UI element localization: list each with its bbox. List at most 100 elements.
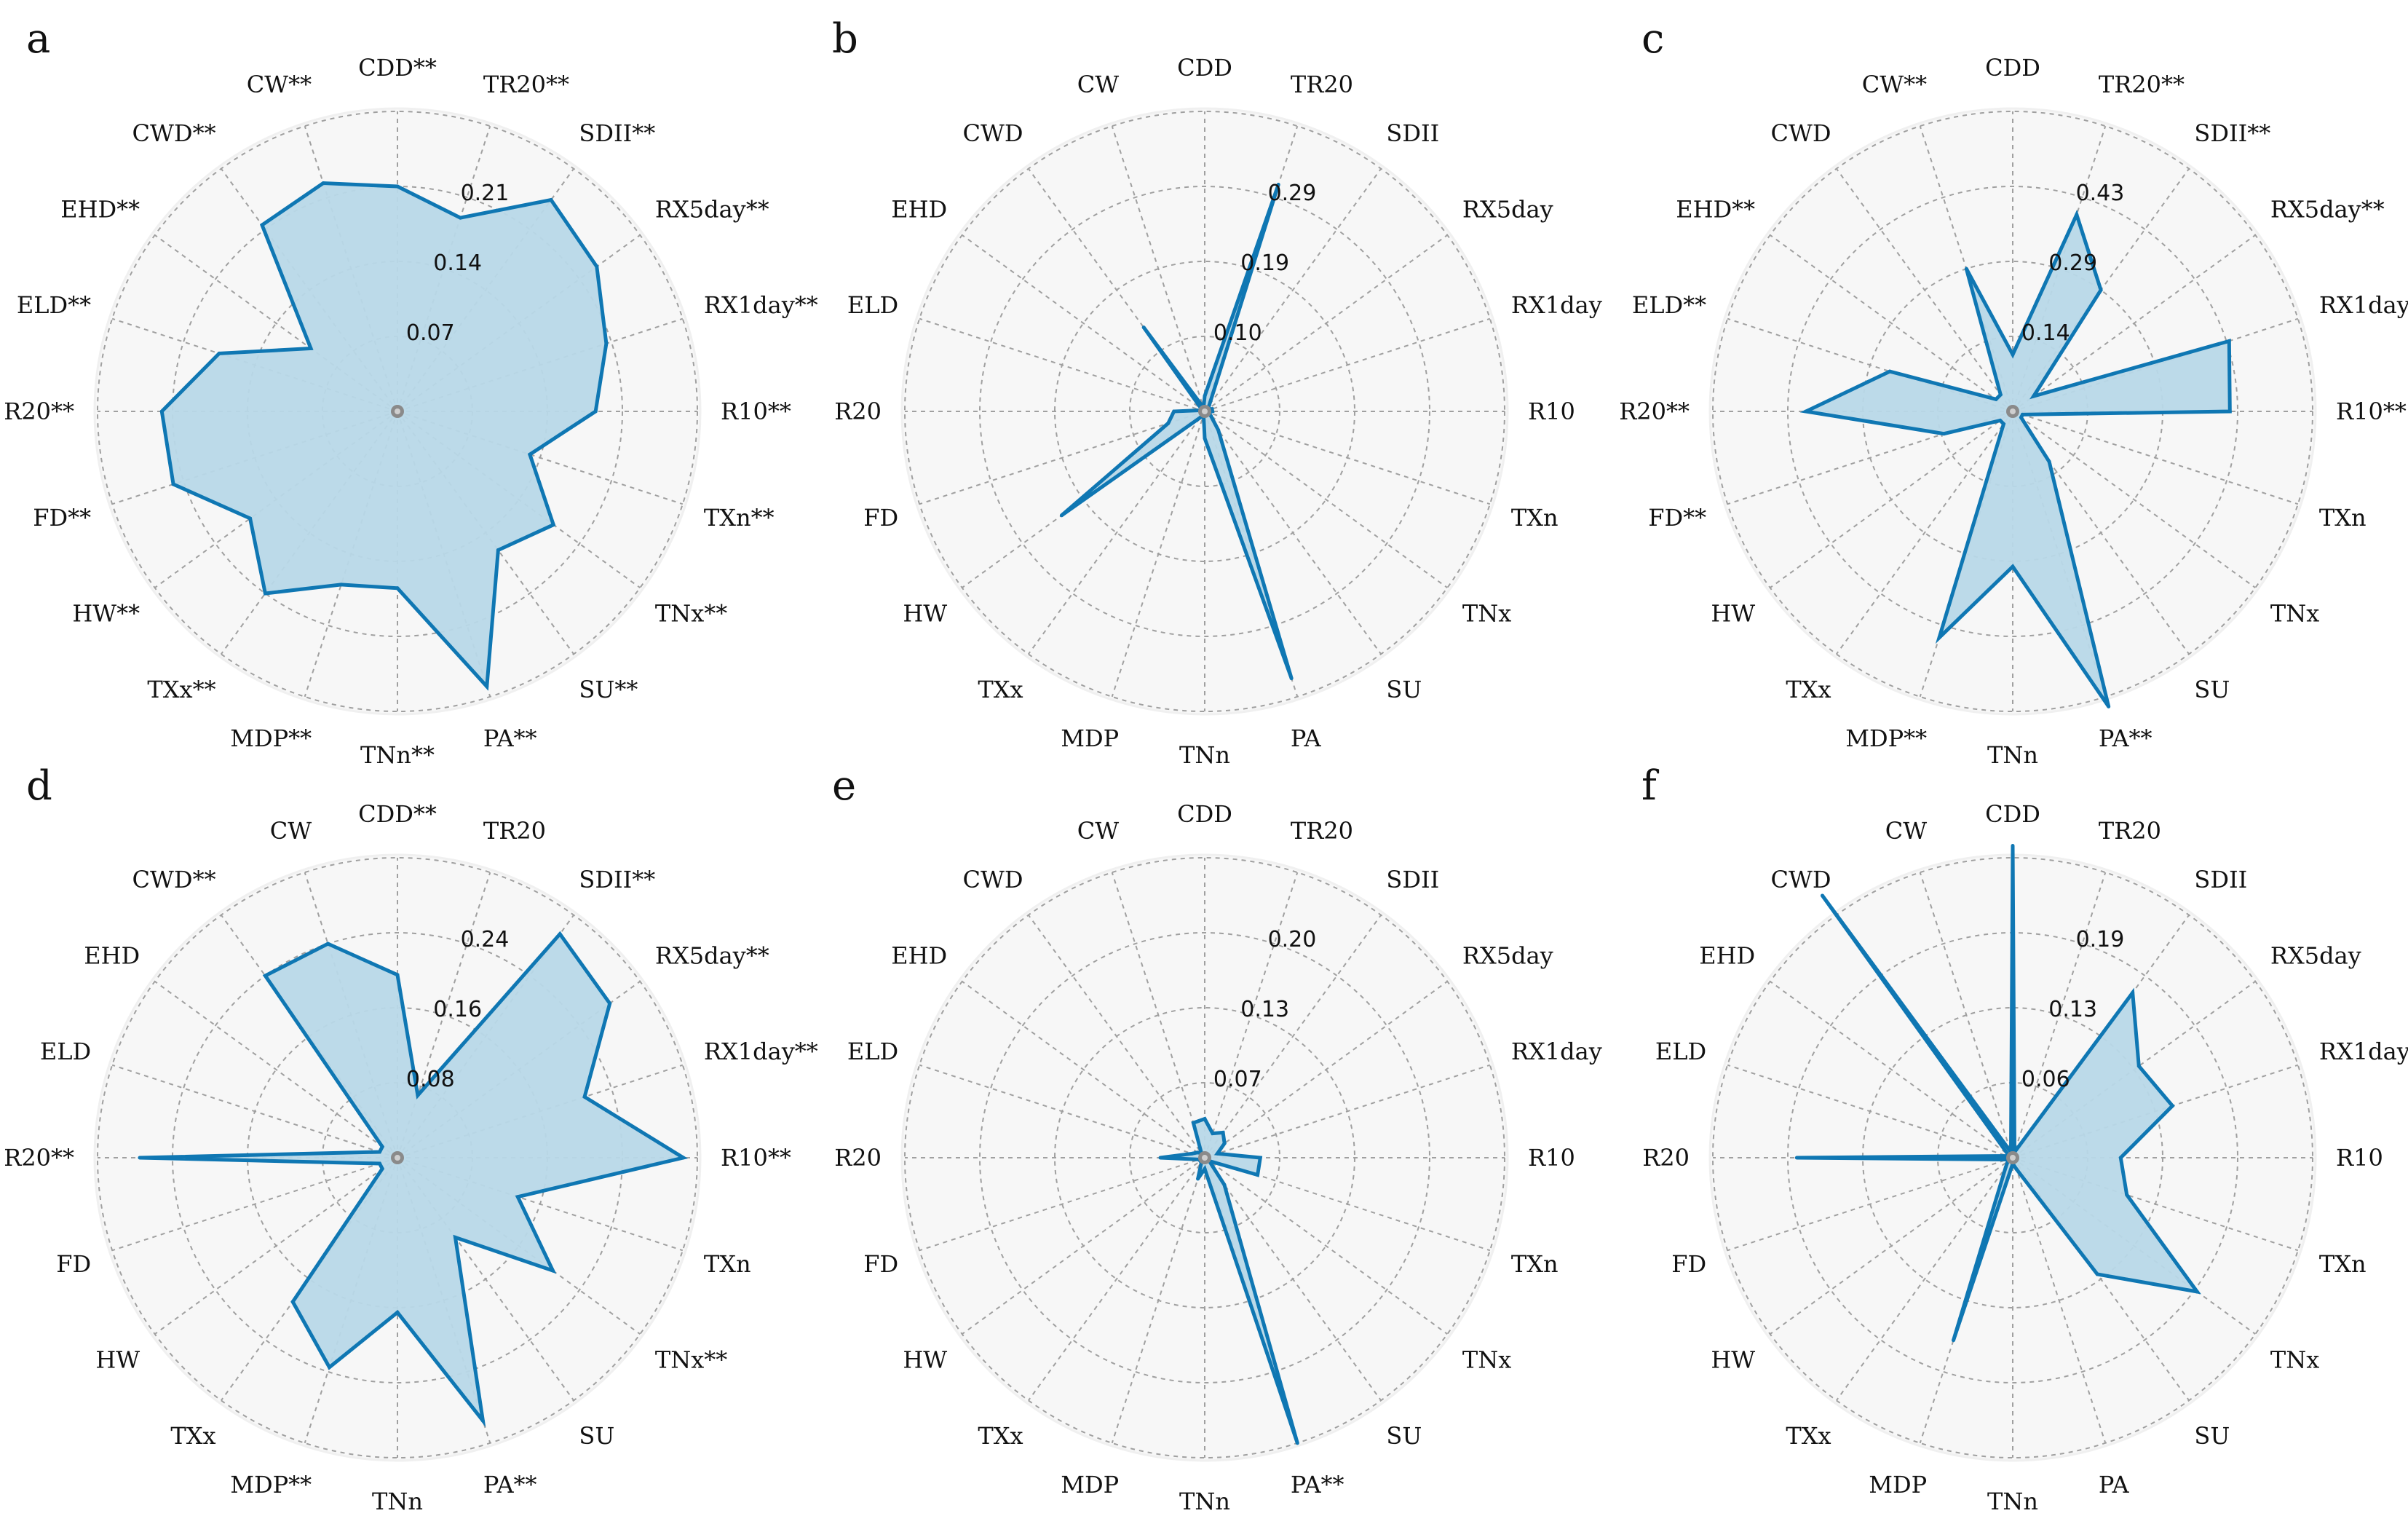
- category-label: TXn: [2319, 504, 2367, 532]
- data-point: [2099, 288, 2103, 292]
- ring-value-label: 0.43: [2076, 181, 2125, 206]
- category-label: SU: [1386, 1422, 1422, 1450]
- data-point: [1203, 436, 1207, 441]
- data-point: [1256, 1173, 1260, 1177]
- category-label: MDP**: [230, 724, 312, 752]
- category-label: TNn: [372, 1488, 423, 1515]
- radar-panel-d: d CDD** TR20 SDII** RX5day** RX1day** R10** TXn…: [4, 762, 818, 1515]
- category-label: SDII**: [579, 866, 655, 893]
- data-point: [551, 1268, 555, 1273]
- category-label: TNx: [2270, 1346, 2319, 1373]
- data-point: [1820, 893, 1824, 898]
- data-point: [496, 548, 500, 552]
- data-point: [328, 1365, 332, 1370]
- category-label: MDP: [1061, 724, 1119, 752]
- category-label: FD: [1671, 1250, 1706, 1278]
- category-label: CW: [1077, 817, 1119, 845]
- data-point: [2021, 412, 2025, 416]
- category-label: FD: [863, 1250, 898, 1278]
- category-label: TNn**: [360, 741, 435, 769]
- grid-spoke: [919, 317, 1205, 412]
- data-point: [263, 591, 267, 596]
- data-point: [309, 347, 313, 351]
- ring-value-label: 0.21: [461, 181, 510, 206]
- category-label: RX1day**: [2319, 291, 2408, 319]
- data-point: [2001, 422, 2005, 426]
- data-point: [2107, 704, 2111, 708]
- category-label: CDD: [1177, 800, 1232, 828]
- category-label: ELD: [847, 1038, 898, 1065]
- data-point: [1994, 397, 1998, 401]
- grid-spoke: [1919, 872, 2013, 1158]
- ring-value-label: 0.19: [1240, 250, 1289, 276]
- grid-spoke: [1204, 411, 1491, 505]
- data-point: [593, 409, 598, 414]
- data-point: [1998, 419, 2003, 423]
- grid-spoke: [397, 411, 684, 505]
- grid-spoke: [2012, 411, 2190, 655]
- category-label: CW**: [247, 71, 312, 98]
- category-label: CDD: [1985, 54, 2040, 82]
- category-label: TR20: [2099, 817, 2161, 845]
- category-label: MDP**: [230, 1471, 312, 1499]
- category-label: R20**: [4, 398, 74, 425]
- category-label: SDII**: [2194, 119, 2270, 147]
- data-point: [1937, 636, 1941, 640]
- data-point: [1191, 1121, 1195, 1125]
- category-label: RX5day**: [2270, 196, 2385, 224]
- grid-spoke: [1111, 411, 1205, 698]
- category-label: TXn: [1511, 1250, 1559, 1278]
- category-label: RX1day: [2319, 1038, 2408, 1065]
- category-label: RX1day**: [704, 291, 818, 319]
- data-point: [1215, 1151, 1219, 1156]
- grid-spoke: [1028, 915, 1205, 1158]
- grid-spoke: [111, 1064, 398, 1158]
- category-label: RX5day: [1462, 196, 1553, 224]
- panel-letter: e: [832, 762, 856, 810]
- category-label: TXx: [170, 1422, 215, 1450]
- radar-panel-a: a CDD** TR20** SDII** RX5day** RX1day** R10** T…: [4, 15, 818, 769]
- grid-spoke: [2012, 234, 2256, 412]
- data-point: [1158, 1156, 1163, 1160]
- data-point: [608, 1001, 612, 1006]
- grid-spoke: [2012, 411, 2299, 505]
- category-label: TNn: [1179, 1488, 1230, 1515]
- category-label: SDII: [1386, 119, 1439, 147]
- data-point: [321, 181, 325, 186]
- panel-letter: d: [26, 762, 52, 810]
- grid-spoke: [1204, 872, 1299, 1158]
- data-point: [290, 1300, 295, 1304]
- category-label: R10: [2336, 1144, 2383, 1172]
- data-point: [380, 1166, 384, 1171]
- grid-spoke: [1727, 317, 2013, 412]
- ring-value-label: 0.07: [1213, 1067, 1262, 1092]
- center-dot-inner: [1202, 408, 1208, 414]
- category-label: TXn: [2319, 1250, 2367, 1278]
- category-label: HW: [903, 1346, 947, 1373]
- category-label: EHD: [891, 942, 947, 970]
- grid-ring: [1129, 336, 1280, 487]
- category-label: EHD**: [60, 196, 140, 224]
- data-point: [1166, 421, 1171, 425]
- category-label: HW: [1711, 1346, 1755, 1373]
- category-label: MDP: [1869, 1471, 1927, 1499]
- ring-value-label: 0.19: [2076, 927, 2125, 952]
- data-point: [2195, 1290, 2199, 1294]
- category-label: TXx**: [147, 676, 215, 703]
- panel-letter: c: [1641, 15, 1664, 63]
- center-dot-inner: [1202, 1155, 1208, 1161]
- category-label: TR20**: [2099, 71, 2185, 98]
- grid-spoke: [1204, 1064, 1491, 1158]
- category-label: CDD**: [358, 54, 437, 82]
- data-point: [1216, 428, 1221, 433]
- panel-letter: b: [832, 15, 858, 63]
- category-label: TR20: [1291, 817, 1353, 845]
- grid-spoke: [1111, 872, 1205, 1158]
- data-point: [395, 1310, 400, 1314]
- category-label: CWD: [963, 866, 1023, 893]
- data-point: [2125, 1193, 2129, 1197]
- category-label: TNx**: [655, 599, 727, 627]
- data-point: [248, 516, 253, 521]
- data-point: [2011, 844, 2015, 848]
- category-label: PA: [1291, 724, 1322, 752]
